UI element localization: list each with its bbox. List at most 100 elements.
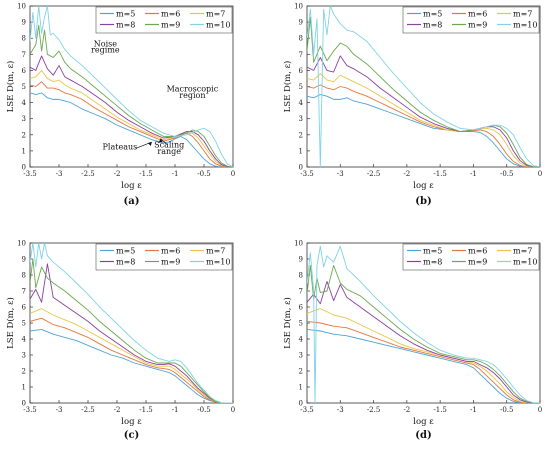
legend-label: m=5 — [116, 10, 135, 19]
series-line-m-10 — [30, 243, 233, 403]
series-line-m-7 — [307, 73, 540, 167]
x-tick-label: 0 — [231, 170, 235, 178]
annotation-text: Noise — [94, 39, 117, 48]
y-tick-label: 10 — [294, 3, 303, 11]
legend: m=5 m=6 m=7 m=8 m=9 m=10 — [402, 243, 540, 271]
y-tick-label: 5 — [22, 83, 26, 91]
x-axis-label: log ε — [121, 417, 142, 427]
y-tick-label: 2 — [22, 131, 26, 139]
legend-label: m=7 — [206, 247, 225, 256]
x-tick-label: -3 — [56, 170, 63, 178]
panel-3: 0 1 2 3 4 5 6 7 8 9 10 -3.5 -3 -2.5 -2 -1.5 -1 -0.5 0 LSE D… — [282, 240, 542, 442]
series-line-m-9 — [307, 264, 540, 403]
y-tick-label: 9 — [22, 19, 26, 27]
arrowhead-plateaus — [147, 142, 152, 147]
y-tick-label: 3 — [299, 352, 303, 360]
legend: m=5 m=6 m=7 m=8 m=9 m=10 — [95, 6, 233, 34]
series-line-m-5 — [30, 92, 233, 167]
legend-box — [95, 243, 233, 271]
x-tick-label: 0 — [538, 406, 542, 414]
series-group — [30, 243, 233, 403]
x-tick-label: -3 — [337, 406, 344, 414]
x-tick-label: -0.5 — [500, 406, 514, 414]
y-tick-label: 4 — [299, 336, 304, 344]
annotation-text: region — [179, 91, 205, 100]
y-tick-label: 10 — [17, 3, 26, 11]
x-tick-label: -1.5 — [433, 406, 447, 414]
x-tick-label: -0.5 — [197, 406, 211, 414]
series-group — [307, 6, 540, 167]
legend-label: m=9 — [161, 21, 180, 30]
y-tick-label: 1 — [299, 384, 303, 392]
y-tick-label: 5 — [299, 83, 303, 91]
y-tick-label: 10 — [17, 240, 26, 248]
legend-label: m=9 — [161, 258, 180, 267]
legend-label: m=8 — [423, 21, 442, 30]
legend-label: m=8 — [116, 258, 135, 267]
legend-label: m=8 — [116, 21, 135, 30]
panel-2: 0 1 2 3 4 5 6 7 8 9 10 -3.5 -3 -2.5 -2 -1.5 -1 -0.5 0 LSE D… — [5, 240, 235, 442]
y-tick-label: 0 — [22, 164, 26, 172]
y-tick-label: 5 — [299, 320, 303, 328]
x-tick-label: -3.5 — [300, 406, 314, 414]
x-tick-label: -0.5 — [500, 170, 514, 178]
x-tick-label: -3.5 — [23, 170, 37, 178]
legend-label: m=7 — [513, 10, 532, 19]
y-tick-label: 3 — [22, 115, 26, 123]
annotation-text: Macroscopic — [167, 84, 219, 93]
y-axis-label: LSE D(m, ε) — [282, 297, 293, 349]
legend-label: m=10 — [513, 21, 537, 30]
legend: m=5 m=6 m=7 m=8 m=9 m=10 — [402, 6, 540, 34]
series-line-m-6 — [307, 84, 540, 167]
series-line-m-8 — [30, 263, 233, 403]
x-tick-label: -2 — [403, 406, 410, 414]
x-tick-label: -2.5 — [81, 170, 95, 178]
x-tick-label: -3 — [56, 406, 63, 414]
x-axis-label: log ε — [413, 417, 434, 427]
series-line-m-7 — [30, 308, 233, 403]
panel-1: 0 1 2 3 4 5 6 7 8 9 10 -3.5 -3 -2.5 -2 -1.5 -1 -0.5 0 LSE D… — [282, 3, 542, 208]
panel-caption: (b) — [415, 196, 431, 207]
y-tick-label: 4 — [22, 336, 27, 344]
series-line-m-7 — [30, 69, 233, 167]
series-line-m-10 — [30, 6, 233, 167]
legend-label: m=7 — [513, 247, 532, 256]
y-tick-label: 6 — [299, 67, 304, 75]
y-tick-label: 2 — [22, 368, 26, 376]
annotation-arrows — [135, 138, 167, 149]
y-tick-label: 2 — [299, 368, 303, 376]
legend-label: m=8 — [423, 258, 442, 267]
y-tick-label: 1 — [299, 147, 303, 155]
series-line-m-9 — [307, 16, 540, 167]
y-tick-label: 6 — [22, 67, 27, 75]
legend-box — [95, 6, 233, 34]
x-tick-label: -1 — [172, 170, 179, 178]
legend: m=5 m=6 m=7 m=8 m=9 m=10 — [95, 243, 233, 271]
y-tick-label: 9 — [22, 256, 26, 264]
panel-0: 0 1 2 3 4 5 6 7 8 9 10 -3.5 -3 -2.5 -2 -1.5 -1 -0.5 0 LSE D… — [5, 3, 235, 208]
series-line-m-9 — [30, 24, 233, 167]
x-tick-label: -2 — [403, 170, 410, 178]
x-tick-label: -2.5 — [367, 406, 381, 414]
x-axis-label: log ε — [413, 181, 434, 191]
x-tick-label: -2.5 — [367, 170, 381, 178]
legend-box — [402, 6, 540, 34]
legend-label: m=5 — [423, 247, 442, 256]
series-line-m-6 — [307, 320, 540, 403]
x-tick-label: -1 — [172, 406, 179, 414]
legend-label: m=5 — [116, 247, 135, 256]
series-line-m-6 — [30, 317, 233, 403]
y-tick-label: 10 — [294, 240, 303, 248]
annotation-text: range — [157, 147, 181, 156]
series-line-m-8 — [307, 55, 540, 167]
x-tick-label: -1 — [470, 170, 477, 178]
legend-box — [402, 243, 540, 271]
y-tick-label: 0 — [22, 400, 26, 408]
y-tick-label: 0 — [299, 164, 303, 172]
legend-label: m=5 — [423, 10, 442, 19]
y-tick-label: 1 — [22, 147, 26, 155]
x-tick-label: -1.5 — [139, 406, 153, 414]
y-tick-label: 9 — [299, 256, 303, 264]
series-line-m-8 — [307, 280, 540, 403]
legend-label: m=9 — [468, 258, 487, 267]
